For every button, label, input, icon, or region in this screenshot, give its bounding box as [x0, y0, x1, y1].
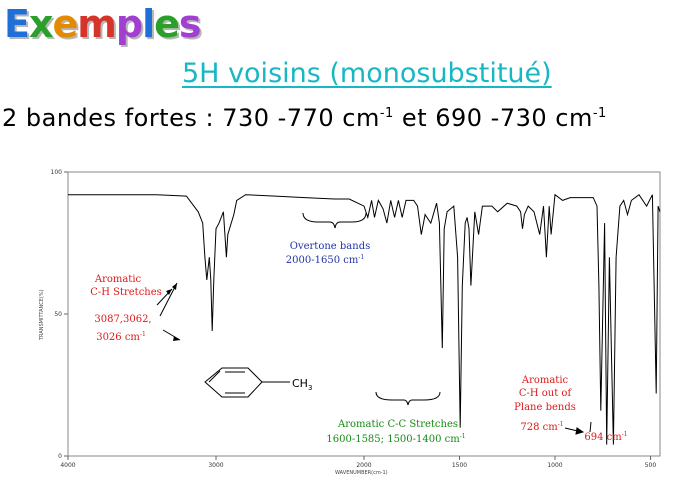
annotation-line: 728 cm-1: [520, 421, 563, 433]
bands-exponent-2: -1: [592, 106, 607, 121]
x-tick-label: 4000: [60, 462, 75, 469]
toluene-structure: [204, 367, 290, 398]
arrowhead: [166, 289, 172, 295]
x-tick-label: 2000: [356, 462, 371, 469]
title-letter: s: [178, 2, 202, 46]
annotation-line: 2000-1650 cm-1: [286, 254, 364, 266]
annotation-oop: Aromatic C-H out of Plane bends 728 cm-1…: [514, 375, 627, 443]
annotation-line: Overtone bands: [290, 241, 370, 252]
title-letter: E: [4, 2, 30, 46]
methyl-label: CH3: [292, 377, 312, 392]
y-axis-label: TRANSMITTANCE(%): [39, 289, 45, 341]
title-letter: x: [28, 2, 53, 46]
bands-mid: et 690 -730 cm: [393, 104, 593, 132]
annotation-line: 3087,3062,: [94, 314, 151, 325]
y-tick-label: 100: [51, 169, 63, 176]
arrowhead: [172, 283, 177, 290]
annotation-line: C-H Stretches: [90, 287, 162, 298]
annotation-line: 3026 cm-1: [96, 331, 146, 343]
x-tick-label: 1000: [547, 462, 562, 469]
arrow: [589, 421, 592, 433]
bands-description: 2 bandes fortes : 730 -770 cm-1 et 690 -…: [2, 104, 607, 132]
bands-lead: 2 bandes fortes : 730 -770 cm: [2, 104, 380, 132]
title-letter: l: [142, 2, 155, 46]
y-tick-label: 0: [58, 453, 62, 460]
title-letter: p: [115, 2, 143, 46]
annotation-line: Aromatic C-C Stretches: [337, 419, 458, 430]
annotation-line: 694 cm-1: [584, 431, 627, 443]
ch-arrowheads: [166, 283, 180, 341]
annotation-ch-stretch: Aromatic C-H Stretches 3087,3062, 3026 c…: [90, 274, 162, 343]
annotation-line: Aromatic: [94, 274, 142, 285]
annotation-line: Aromatic: [521, 375, 569, 386]
title-letter: e: [154, 2, 180, 46]
annotation-overtone: Overtone bands 2000-1650 cm-1: [286, 241, 370, 266]
title-letter: e: [52, 2, 78, 46]
annotation-cc-stretch: Aromatic C-C Stretches 1600-1585; 1500-1…: [326, 419, 465, 445]
page-title: Exemples: [4, 0, 201, 48]
subtitle: 5H voisins (monosubstitué): [182, 58, 552, 89]
spectrum-line: [68, 193, 661, 445]
arrowhead: [173, 336, 180, 341]
x-tick-label: 3000: [208, 462, 223, 469]
arrowhead: [575, 427, 585, 435]
x-tick-label: 500: [645, 462, 657, 469]
overtone-brace: [302, 212, 367, 229]
bands-exponent: -1: [379, 106, 394, 121]
cc-brace: [375, 391, 441, 406]
annotation-line: C-H out of: [519, 388, 573, 399]
annotation-line: Plane bends: [514, 402, 576, 413]
oop-arrows: [564, 421, 592, 435]
x-tick-label: 1500: [452, 462, 467, 469]
plot-frame: [67, 171, 661, 457]
ring-double-bond: [208, 370, 221, 383]
y-tick-label: 50: [54, 311, 62, 318]
x-axis-label: WAVENUMBER(cm-1): [335, 470, 388, 476]
annotation-line: 1600-1585; 1500-1400 cm-1: [326, 433, 465, 445]
title-letter: m: [77, 2, 117, 46]
